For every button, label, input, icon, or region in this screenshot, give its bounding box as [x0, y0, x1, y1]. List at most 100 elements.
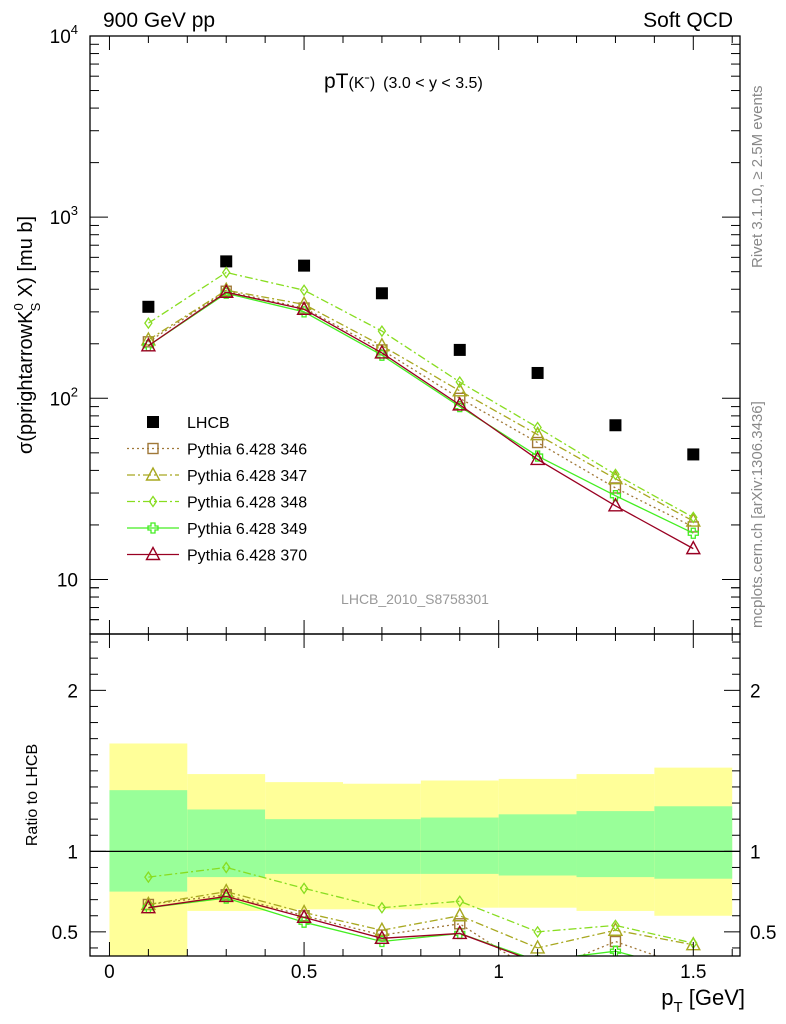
ratio-bands — [109, 743, 733, 956]
main-ylabel: σ(pprightarrowK0 S X) [mu b] — [11, 216, 43, 454]
main-ylabel-text: σ(pprightarrowK — [15, 310, 37, 454]
ratio-band-green — [576, 811, 655, 878]
data-point — [140, 337, 157, 352]
ratio-point — [615, 955, 616, 956]
ratio-y-tick-label: 1 — [67, 842, 78, 863]
data-point — [688, 511, 698, 524]
data-point — [375, 287, 388, 300]
data-point — [221, 266, 231, 279]
main-title: pT(Kˉ) (3.0 < y < 3.5) — [324, 70, 483, 93]
x-axis-label-var: p — [661, 985, 673, 1010]
data-point — [376, 349, 388, 361]
data-point — [685, 512, 701, 527]
ratio-band-green — [654, 806, 733, 879]
ratio-point — [296, 908, 312, 924]
ratio-point — [534, 955, 541, 956]
axis-ticks — [90, 35, 740, 956]
ratio-band-green — [265, 819, 343, 874]
data-point — [220, 287, 232, 299]
legend-marker — [147, 522, 159, 534]
legend-label: Pythia 6.428 346 — [187, 442, 307, 459]
rivet-label: Rivet 3.1.10, ≥ 2.5M events — [749, 86, 766, 269]
ratio-point — [374, 929, 390, 944]
data-point — [529, 450, 546, 466]
data-point — [452, 382, 468, 397]
main-ylabel-end: X) [mu b] — [15, 216, 37, 303]
header-right: Soft QCD — [643, 9, 733, 32]
ratio-point — [140, 899, 157, 914]
legend-label: LHCB — [187, 415, 230, 432]
ratio-point — [607, 921, 624, 936]
ratio-point — [221, 861, 231, 874]
data-point — [533, 421, 542, 434]
data-point — [296, 300, 312, 315]
ratio-series-line — [148, 895, 523, 956]
ratio-series-line — [148, 866, 694, 944]
data-point — [299, 284, 309, 297]
x-tick-label: 1.5 — [680, 962, 706, 983]
ratio-band-green — [342, 819, 421, 874]
ratio-point — [140, 896, 157, 911]
ratio-ylabel: Ratio to LHCB — [24, 744, 41, 846]
ratio-point — [609, 935, 622, 948]
data-point — [220, 255, 233, 268]
mcplots-label: mcplots.cern.ch [arXiv:1306.3436] — [749, 401, 766, 628]
ratio-point — [533, 925, 542, 938]
data-point — [144, 317, 153, 330]
main-frame — [89, 35, 741, 635]
ratio-point — [455, 895, 465, 908]
data-point — [455, 375, 465, 389]
ratio-point — [377, 901, 387, 914]
legend-label: Pythia 6.428 349 — [187, 521, 307, 538]
y-tick-label: 104 — [50, 22, 78, 48]
ratio-point — [374, 921, 390, 936]
data-point — [142, 300, 155, 313]
x-axis-label-sub: T — [673, 999, 682, 1016]
y-tick-label: 10 — [57, 570, 78, 591]
ratio-point — [218, 887, 234, 903]
ratio-series-line — [148, 894, 659, 956]
ratio-series-line — [148, 890, 694, 949]
data-point — [298, 259, 311, 272]
ratio-point — [452, 924, 468, 940]
tick-labels: 10 102 103 104 0.5 0.5 1 1 2 2 0 0.5 1 1.5 — [50, 22, 777, 983]
x-tick-label: 0.5 — [291, 962, 317, 983]
data-point — [609, 419, 622, 432]
ratio-point — [299, 882, 309, 895]
main-ylabel-sup: 0 — [11, 303, 26, 310]
ratio-series-line — [148, 897, 636, 956]
data-point — [687, 527, 699, 539]
data-point — [374, 344, 390, 359]
legend-label: Pythia 6.428 348 — [187, 495, 307, 512]
data-point — [218, 283, 234, 298]
x-axis-label-unit: [GeV] — [683, 985, 745, 1010]
series-line — [148, 290, 694, 528]
ratio-band-green — [420, 817, 499, 874]
y-tick-label: 103 — [50, 203, 78, 229]
watermark: LHCB_2010_S8758301 — [341, 591, 489, 607]
header-left: 900 GeV pp — [103, 9, 215, 32]
ratio-y-tick-label: 0.5 — [52, 923, 78, 944]
data-point — [685, 540, 701, 555]
x-tick-label: 1 — [493, 962, 504, 983]
data-point — [531, 366, 544, 379]
legend-label: Pythia 6.428 347 — [187, 468, 307, 485]
ratio-point — [452, 907, 468, 922]
ratio-y-tick-label-right: 1 — [750, 842, 761, 863]
series-line — [148, 271, 694, 519]
ratio-band-green — [187, 809, 266, 878]
ratio-y-tick-label: 2 — [67, 681, 78, 702]
main-ylabel-sub: S — [28, 302, 43, 311]
ratio-point — [611, 919, 620, 932]
ratio-frame — [89, 633, 741, 957]
main-title-var: pT — [324, 70, 349, 93]
data-point — [218, 281, 234, 296]
y-tick-label: 102 — [50, 384, 78, 410]
data-point — [687, 448, 700, 461]
data-point — [611, 468, 620, 481]
ratio-y-tick-label-right: 0.5 — [750, 923, 776, 944]
x-axis-label: pT [GeV] — [661, 985, 745, 1016]
series-line — [148, 292, 694, 534]
main-title-range: (3.0 < y < 3.5) — [383, 75, 483, 92]
